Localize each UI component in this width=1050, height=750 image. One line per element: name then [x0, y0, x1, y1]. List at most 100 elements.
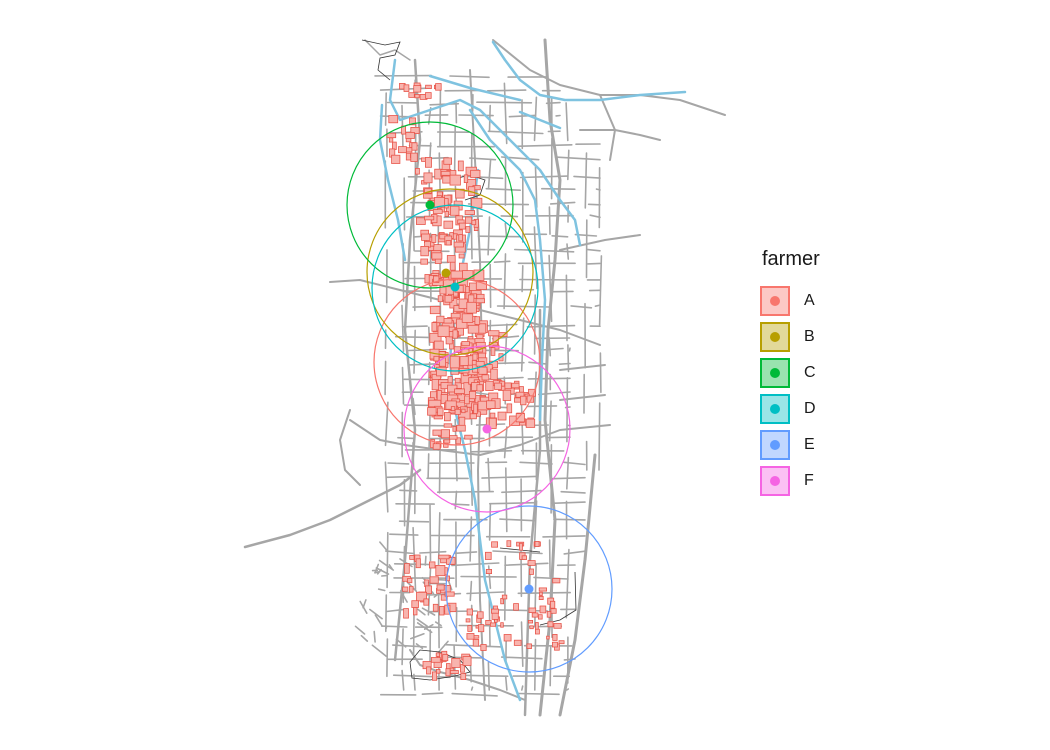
- farm-parcel: [443, 412, 451, 422]
- farm-parcel: [425, 84, 432, 89]
- farm-parcel: [467, 294, 475, 304]
- farm-parcel: [527, 560, 536, 566]
- farm-parcel: [494, 382, 502, 390]
- farm-parcel: [410, 127, 420, 135]
- farm-parcel: [466, 301, 477, 314]
- farm-parcel: [420, 245, 429, 257]
- farm-parcel: [546, 635, 550, 640]
- road: [424, 555, 427, 566]
- road: [354, 625, 366, 635]
- road: [533, 294, 536, 355]
- farm-parcel: [438, 357, 446, 367]
- road: [469, 157, 497, 161]
- farm-parcel: [538, 596, 544, 601]
- range-circle-a: [373, 278, 541, 446]
- river: [378, 103, 407, 262]
- road: [421, 692, 444, 695]
- farm-parcel: [432, 443, 441, 450]
- road: [579, 129, 661, 141]
- road: [566, 456, 570, 490]
- road: [567, 344, 570, 373]
- road: [505, 467, 508, 533]
- legend-key-dot: [770, 296, 780, 306]
- farm-parcel: [489, 622, 496, 627]
- road: [493, 609, 549, 612]
- farm-parcel: [519, 542, 523, 551]
- road: [379, 541, 387, 551]
- farm-parcel: [458, 298, 469, 309]
- farm-parcel: [488, 330, 500, 337]
- road: [551, 476, 586, 480]
- road: [559, 234, 641, 251]
- road: [533, 226, 538, 290]
- road: [469, 516, 473, 562]
- boundary-line: [409, 649, 471, 681]
- road: [492, 550, 543, 555]
- road: [599, 352, 602, 394]
- farm-parcel: [463, 174, 469, 183]
- farm-parcel: [526, 643, 532, 650]
- farm-parcel: [464, 434, 473, 440]
- farm-parcel: [538, 614, 543, 620]
- river: [468, 108, 547, 422]
- farm-parcel: [405, 131, 415, 139]
- road: [469, 437, 473, 506]
- road: [487, 216, 491, 256]
- farm-parcel: [481, 374, 490, 381]
- farm-parcel: [388, 137, 394, 143]
- road: [369, 608, 383, 620]
- farm-parcel: [420, 258, 428, 265]
- farm-parcel: [458, 253, 465, 259]
- farm-parcel: [455, 437, 461, 445]
- farm-parcel: [432, 275, 440, 283]
- farm-parcel: [515, 391, 525, 398]
- road: [470, 197, 473, 260]
- road: [377, 588, 386, 592]
- farm-parcel: [423, 598, 429, 606]
- farm-parcel: [476, 384, 484, 392]
- road: [521, 685, 524, 691]
- road: [397, 436, 415, 440]
- road: [417, 608, 426, 616]
- farm-parcel: [528, 620, 534, 624]
- road: [587, 262, 601, 265]
- farm-parcel: [486, 400, 496, 409]
- farm-parcel: [513, 603, 519, 611]
- road: [449, 75, 490, 79]
- road: [500, 215, 519, 218]
- farm-parcel: [444, 211, 449, 217]
- farm-parcel: [484, 551, 492, 560]
- farmer-point-b: [441, 268, 451, 278]
- road: [548, 206, 551, 235]
- farm-parcel: [552, 634, 558, 641]
- farm-parcel: [440, 170, 451, 176]
- road: [386, 531, 389, 589]
- road: [567, 149, 570, 181]
- farm-parcel: [431, 252, 443, 260]
- farm-parcel: [429, 305, 441, 315]
- road: [566, 688, 570, 691]
- road: [520, 317, 525, 372]
- road: [384, 92, 387, 126]
- farm-parcel: [413, 85, 422, 93]
- farm-parcel: [391, 154, 401, 164]
- farm-parcel: [452, 329, 458, 339]
- legend-key-swatch: [760, 322, 790, 352]
- legend-label: E: [804, 436, 815, 453]
- farm-parcel: [515, 413, 525, 423]
- farm-parcel: [445, 240, 452, 246]
- road: [504, 675, 508, 691]
- farm-parcel: [449, 261, 456, 271]
- road: [548, 336, 552, 357]
- road: [584, 152, 588, 209]
- farm-parcel: [535, 622, 539, 630]
- road: [496, 305, 551, 308]
- legend-key-dot: [770, 440, 780, 450]
- road: [476, 101, 533, 104]
- farm-parcel: [432, 603, 439, 612]
- road: [384, 461, 389, 513]
- farm-parcel: [538, 587, 548, 592]
- farm-parcel: [552, 578, 561, 584]
- farm-parcel: [477, 611, 484, 619]
- farm-parcel: [432, 209, 443, 215]
